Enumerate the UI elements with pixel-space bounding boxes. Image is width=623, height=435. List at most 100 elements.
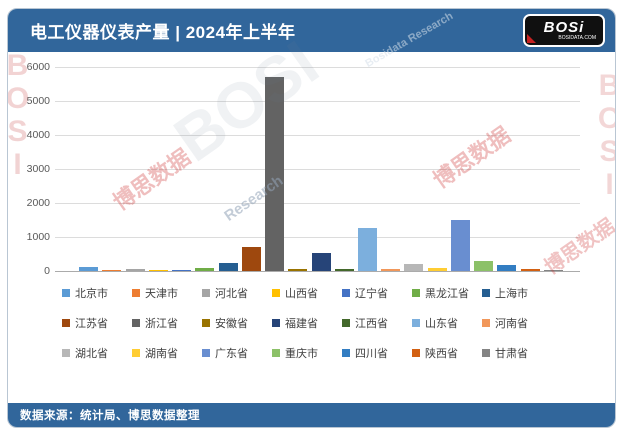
legend-label: 广东省 [215,348,248,360]
gridline [55,203,580,204]
legend-item-浙江省: 浙江省 [132,308,202,338]
bar-浙江省 [265,76,285,271]
bar-江苏省 [241,246,261,271]
legend-label: 陕西省 [425,348,458,360]
bosi-logo: BOSi BOSIDATA.COM [523,14,605,47]
legend-item-黑龙江省: 黑龙江省 [412,278,482,308]
legend-label: 重庆市 [285,348,318,360]
x-axis-line [55,271,580,272]
legend-swatch-icon [412,289,420,297]
legend-label: 河北省 [215,288,248,300]
bar-福建省 [311,252,331,271]
legend-swatch-icon [272,289,280,297]
legend-label: 河南省 [495,318,528,330]
legend-label: 上海市 [495,288,528,300]
bar-安徽省 [288,268,308,271]
bar-辽宁省 [172,269,192,271]
legend-item-辽宁省: 辽宁省 [342,278,412,308]
legend-label: 天津市 [145,288,178,300]
legend-swatch-icon [62,349,70,357]
bar-重庆市 [474,261,494,271]
legend-item-甘肃省: 甘肃省 [482,338,552,368]
legend-label: 江西省 [355,318,388,330]
legend-label: 安徽省 [215,318,248,330]
legend-item-陕西省: 陕西省 [412,338,482,368]
legend-label: 浙江省 [145,318,178,330]
legend-item-河南省: 河南省 [482,308,552,338]
bar-甘肃省 [543,269,563,271]
legend-swatch-icon [132,349,140,357]
bosi-logo-accent-icon [527,34,536,43]
bar-北京市 [79,267,99,271]
footer-bar: 数据来源：统计局、博思数据整理 [8,403,615,427]
legend-swatch-icon [272,349,280,357]
y-axis-tick-label: 2000 [26,197,50,209]
legend-label: 辽宁省 [355,288,388,300]
legend-label: 黑龙江省 [425,288,469,300]
bar-黑龙江省 [195,267,215,271]
legend-swatch-icon [482,289,490,297]
legend-item-山东省: 山东省 [412,308,482,338]
legend-label: 四川省 [355,348,388,360]
legend-swatch-icon [202,349,210,357]
legend-swatch-icon [202,289,210,297]
legend-label: 山西省 [285,288,318,300]
legend-item-天津市: 天津市 [132,278,202,308]
legend-swatch-icon [62,289,70,297]
chart-plot-region: 0 1000 2000 3000 4000 5000 6000 北京市 天津市 河北省 山西省 辽宁… [8,52,615,403]
gridline [55,101,580,102]
y-axis-tick-label: 0 [44,265,50,277]
legend-item-湖北省: 湖北省 [62,338,132,368]
legend-swatch-icon [342,319,350,327]
legend-label: 甘肃省 [495,348,528,360]
legend-item-上海市: 上海市 [482,278,552,308]
bar-四川省 [497,264,517,271]
legend-item-河北省: 河北省 [202,278,272,308]
y-axis-tick-label: 1000 [26,231,50,243]
y-axis-tick-label: 5000 [26,95,50,107]
header-bar: 电工仪器仪表产量 | 2024年上半年 BOSi BOSIDATA.COM [8,9,615,52]
bar-河北省 [125,269,145,271]
legend-item-重庆市: 重庆市 [272,338,342,368]
legend-item-安徽省: 安徽省 [202,308,272,338]
chart-card: 电工仪器仪表产量 | 2024年上半年 BOSi BOSIDATA.COM 0 1… [7,8,616,428]
bar-陕西省 [520,269,540,271]
legend-swatch-icon [272,319,280,327]
legend-label: 福建省 [285,318,318,330]
bar-河南省 [381,269,401,271]
legend-swatch-icon [342,289,350,297]
bar-山西省 [148,269,168,271]
legend-item-广东省: 广东省 [202,338,272,368]
legend-swatch-icon [202,319,210,327]
bar-湖南省 [427,267,447,271]
legend-swatch-icon [412,319,420,327]
gridline [55,169,580,170]
y-axis-tick-label: 6000 [26,61,50,73]
legend-label: 北京市 [75,288,108,300]
page-title: 电工仪器仪表产量 | 2024年上半年 [30,23,296,42]
legend-swatch-icon [132,319,140,327]
bosi-logo-domain: BOSIDATA.COM [558,35,596,41]
legend-swatch-icon [342,349,350,357]
bar-天津市 [102,269,122,271]
bosi-logo-text: BOSi [543,19,585,36]
legend-item-江苏省: 江苏省 [62,308,132,338]
legend-item-北京市: 北京市 [62,278,132,308]
legend-label: 湖南省 [145,348,178,360]
legend-swatch-icon [412,349,420,357]
legend-swatch-icon [132,289,140,297]
data-source-text: 数据来源：统计局、博思数据整理 [20,410,200,422]
legend-swatch-icon [482,349,490,357]
y-axis-tick-label: 3000 [26,163,50,175]
legend-item-湖南省: 湖南省 [132,338,202,368]
legend-item-四川省: 四川省 [342,338,412,368]
legend-item-江西省: 江西省 [342,308,412,338]
legend-label: 湖北省 [75,348,108,360]
legend-label: 山东省 [425,318,458,330]
legend-swatch-icon [482,319,490,327]
bar-山东省 [357,228,377,271]
legend-item-山西省: 山西省 [272,278,342,308]
gridline [55,67,580,68]
gridline [55,237,580,238]
bar-广东省 [450,220,470,271]
